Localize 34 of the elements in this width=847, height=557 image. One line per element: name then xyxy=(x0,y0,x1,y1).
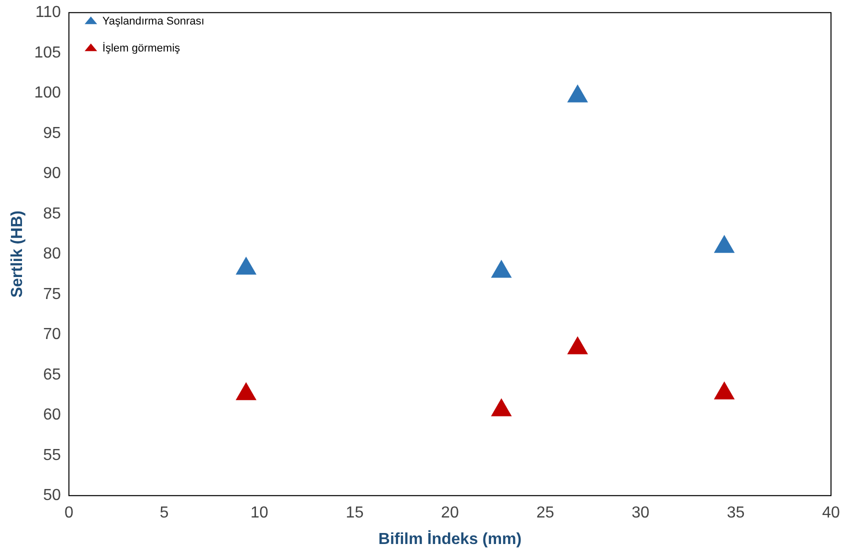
point xyxy=(714,382,734,400)
point xyxy=(568,336,588,354)
legend-label: İşlem görmemiş xyxy=(102,42,181,55)
point xyxy=(491,260,512,278)
x-tick-label: 40 xyxy=(822,504,840,522)
y-tick-label: 50 xyxy=(43,487,61,504)
x-tick-label: 25 xyxy=(536,504,554,522)
y-tick-label: 80 xyxy=(43,246,61,263)
y-tick-label: 65 xyxy=(43,366,61,384)
x-tick-label: 10 xyxy=(250,504,268,522)
y-tick-label: 70 xyxy=(43,326,61,344)
y-tick-label: 95 xyxy=(43,124,61,142)
y-tick-label: 55 xyxy=(43,446,61,464)
y-tick-label: 85 xyxy=(43,205,61,222)
x-tick-label: 5 xyxy=(160,504,169,522)
x-tick-label: 20 xyxy=(441,504,459,522)
x-tick-label: 35 xyxy=(726,504,745,522)
point xyxy=(236,257,256,275)
x-tick-label: 0 xyxy=(64,504,74,522)
point xyxy=(714,235,734,253)
y-tick-label: 60 xyxy=(43,406,61,424)
x-axis-title: Bifilm İndeks (mm) xyxy=(378,530,522,548)
y-tick-label: 75 xyxy=(43,286,61,303)
y-tick-label: 105 xyxy=(34,44,61,62)
point xyxy=(568,84,588,102)
x-tick-label: 15 xyxy=(346,504,364,522)
y-tick-label: 110 xyxy=(35,4,61,22)
legend-label: Yaşlandırma Sonrası xyxy=(102,16,204,28)
point xyxy=(236,382,256,400)
y-tick-label: 90 xyxy=(43,165,61,182)
y-axis-title: Sertlik (HB) xyxy=(9,210,26,298)
point xyxy=(491,398,512,416)
x-tick-label: 30 xyxy=(632,504,650,522)
y-tick-label: 100 xyxy=(34,84,61,102)
